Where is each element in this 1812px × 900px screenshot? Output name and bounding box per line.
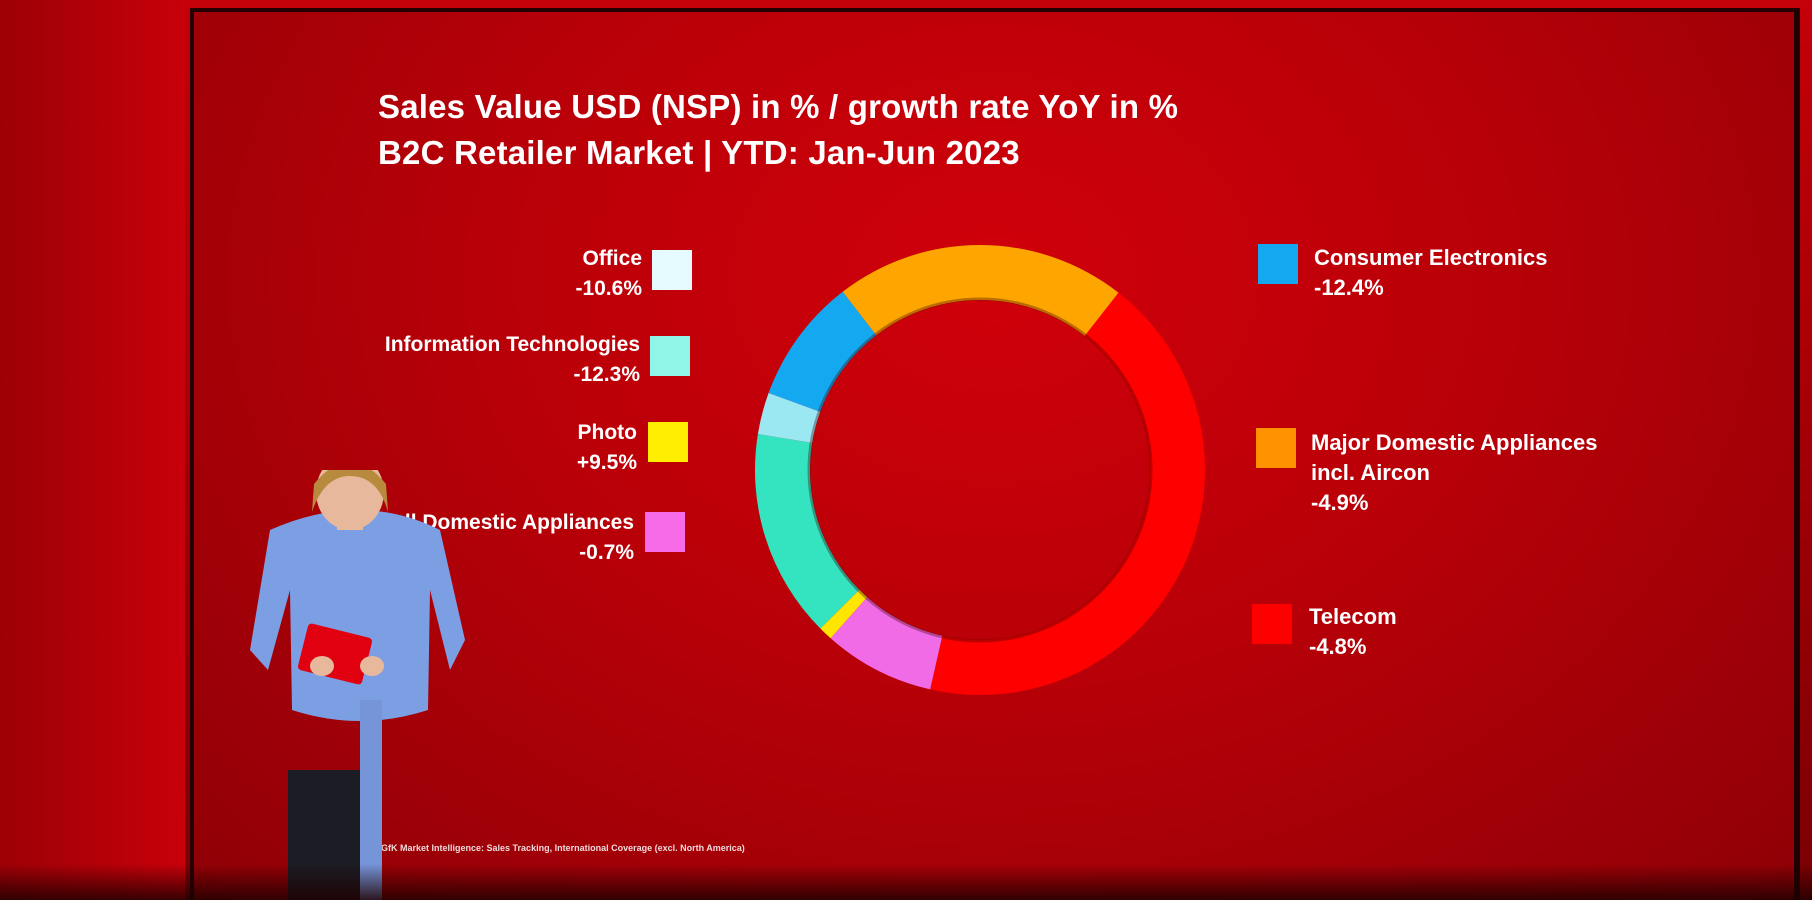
source-note: Source: GfK Market Intelligence: Sales T…: [345, 843, 745, 853]
donut-slice-office: [757, 393, 821, 443]
legend-growth-consumer-electronics: -12.4%: [1314, 275, 1384, 300]
legend-item-major-domestic-appliances: Major Domestic Appliances incl. Aircon -…: [1311, 428, 1597, 518]
projection-screen: [190, 8, 1800, 900]
legend-growth-office: -10.6%: [575, 277, 642, 300]
stage-floor: [0, 864, 1812, 900]
legend-swatch-consumer-electronics: [1258, 244, 1298, 284]
presenter-figure: [250, 470, 465, 900]
donut-slice-small-domestic-appliances: [830, 597, 943, 690]
legend-label-photo: Photo: [577, 421, 637, 444]
legend-swatch-photo: [648, 422, 688, 462]
legend-swatch-office: [652, 250, 692, 290]
chart-subtitle: B2C Retailer Market | YTD: Jan-Jun 2023: [378, 134, 1020, 171]
legend-item-office: Office -10.6%: [575, 244, 642, 304]
legend-growth-major-domestic-appliances: -4.9%: [1311, 490, 1369, 515]
donut-slice-consumer-electronics: [768, 291, 877, 412]
legend-item-consumer-electronics: Consumer Electronics -12.4%: [1314, 243, 1548, 303]
legend-swatch-major-domestic-appliances: [1256, 428, 1296, 468]
donut-chart: [755, 244, 1205, 695]
legend-item-information-technologies: Information Technologies -12.3%: [385, 330, 640, 390]
legend-item-telecom: Telecom -4.8%: [1309, 602, 1397, 662]
legend-label-major-domestic-appliances-line2: incl. Aircon: [1311, 460, 1430, 485]
legend-label-telecom: Telecom: [1309, 604, 1397, 629]
legend-label-consumer-electronics: Consumer Electronics: [1314, 245, 1548, 270]
donut-inner-edge: [807, 297, 1153, 643]
legend-label-office: Office: [582, 247, 642, 270]
legend-item-photo: Photo +9.5%: [577, 418, 637, 478]
legend-swatch-telecom: [1252, 604, 1292, 644]
donut-slice-major-domestic-appliances-incl-aircon: [842, 244, 1119, 337]
legend-growth-photo: +9.5%: [576, 451, 637, 474]
legend-growth-telecom: -4.8%: [1309, 634, 1367, 659]
legend-label-major-domestic-appliances: Major Domestic Appliances: [1311, 430, 1598, 455]
legend-growth-information-technologies: -12.3%: [573, 363, 640, 386]
donut-slice-telecom: [930, 292, 1205, 695]
donut-slice-photo: [820, 589, 868, 639]
legend-growth-small-domestic-appliances: -0.7%: [579, 541, 634, 564]
chart-title: Sales Value USD (NSP) in % / growth rate…: [378, 88, 1179, 125]
donut-slice-information-technologies: [755, 434, 860, 629]
legend-label-information-technologies: Information Technologies: [384, 333, 640, 356]
legend-swatch-information-technologies: [650, 336, 690, 376]
stage-wall: [0, 0, 185, 900]
legend-swatch-small-domestic-appliances: [645, 512, 685, 552]
